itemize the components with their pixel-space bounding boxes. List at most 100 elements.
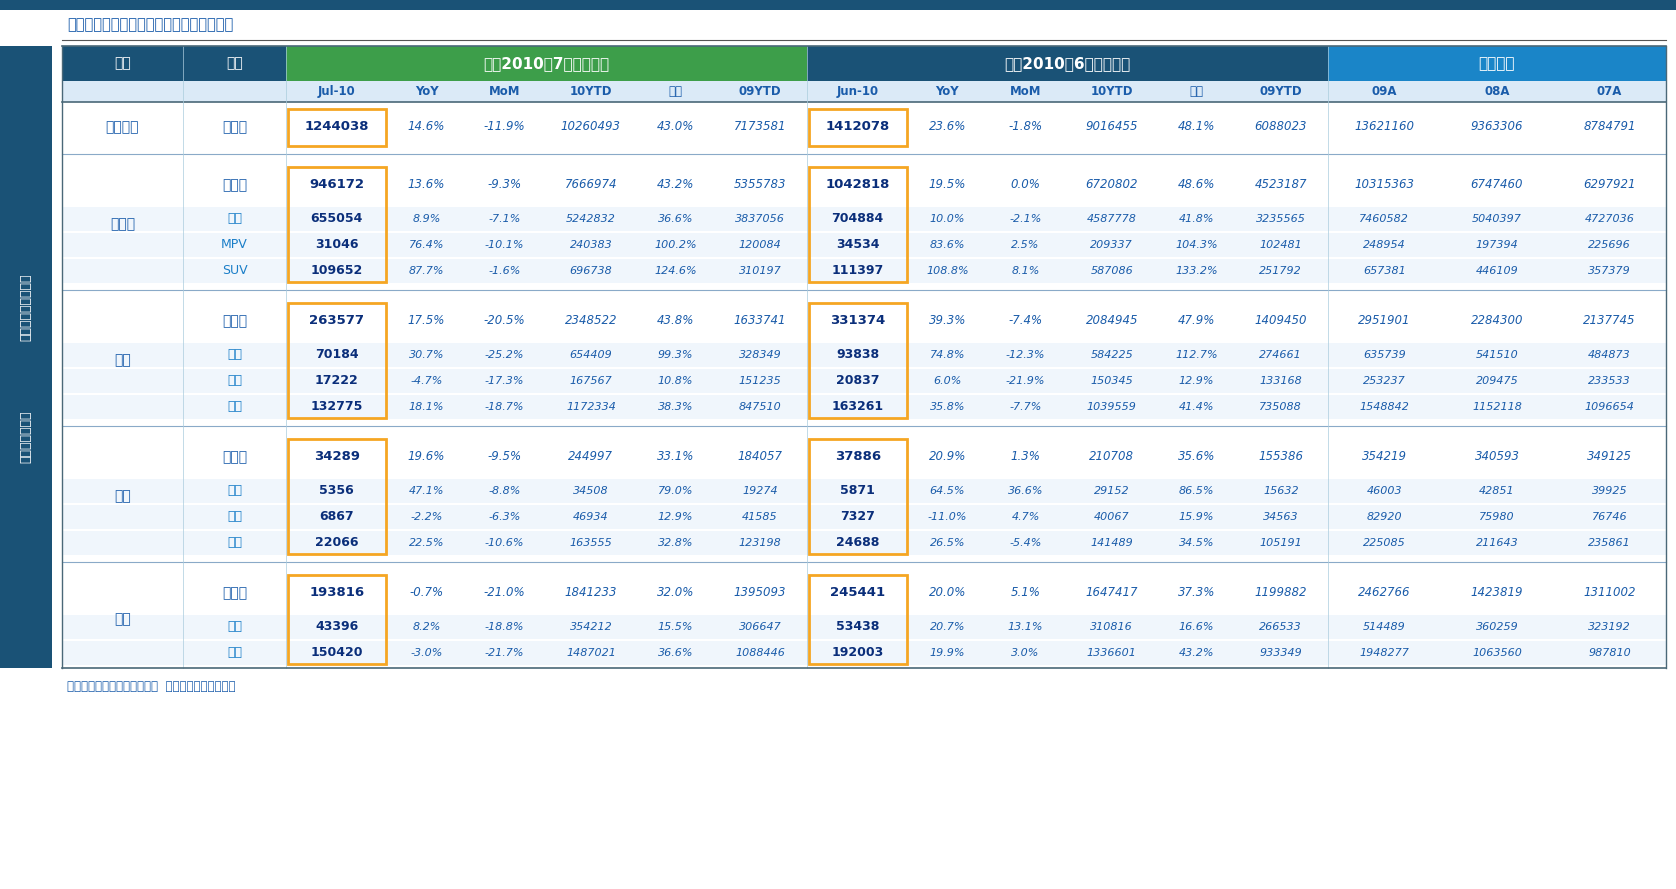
Text: 33.1%: 33.1% — [657, 451, 694, 463]
Text: 76746: 76746 — [1592, 512, 1627, 522]
Text: 1423819: 1423819 — [1472, 587, 1523, 599]
Text: 4727036: 4727036 — [1585, 214, 1634, 224]
Text: 704884: 704884 — [831, 212, 883, 226]
Text: 53438: 53438 — [836, 621, 880, 634]
Bar — [288, 574, 385, 663]
Text: 8.1%: 8.1% — [1011, 266, 1039, 276]
Text: -10.6%: -10.6% — [484, 538, 525, 548]
Text: 946172: 946172 — [310, 179, 364, 191]
Text: 133168: 133168 — [1259, 376, 1302, 386]
Text: -6.3%: -6.3% — [488, 512, 521, 522]
Text: 30.7%: 30.7% — [409, 350, 444, 360]
Text: 41585: 41585 — [742, 512, 778, 522]
Bar — [288, 166, 385, 282]
Bar — [62, 573, 1666, 613]
Text: 39925: 39925 — [1592, 486, 1627, 496]
Text: 9016455: 9016455 — [1086, 121, 1138, 133]
Text: 225085: 225085 — [1363, 538, 1406, 548]
Text: 29152: 29152 — [1094, 486, 1130, 496]
Text: 23.6%: 23.6% — [929, 121, 965, 133]
Text: 0.0%: 0.0% — [1011, 179, 1041, 191]
Text: 轻型: 轻型 — [226, 401, 241, 413]
Text: -5.4%: -5.4% — [1009, 538, 1042, 548]
Text: -11.0%: -11.0% — [927, 512, 967, 522]
Text: 轻客: 轻客 — [226, 536, 241, 549]
Text: 1409450: 1409450 — [1255, 315, 1307, 327]
Text: 总销量: 总销量 — [221, 178, 246, 192]
Text: 1311002: 1311002 — [1584, 587, 1636, 599]
Text: 19.9%: 19.9% — [930, 648, 965, 658]
Text: 07A: 07A — [1597, 85, 1622, 98]
Text: -25.2%: -25.2% — [484, 350, 525, 360]
Text: -9.5%: -9.5% — [488, 451, 521, 463]
Text: 357379: 357379 — [1589, 266, 1631, 276]
Text: 货车: 货车 — [114, 353, 131, 367]
Text: 最新2010年7月月度数据: 最新2010年7月月度数据 — [484, 56, 610, 71]
Text: 32.0%: 32.0% — [657, 587, 694, 599]
Text: 323192: 323192 — [1589, 622, 1631, 632]
Bar — [62, 479, 1666, 503]
Text: 1039559: 1039559 — [1086, 402, 1136, 412]
Text: 公司: 公司 — [114, 57, 131, 70]
Bar — [0, 0, 1676, 10]
Text: 112.7%: 112.7% — [1175, 350, 1217, 360]
Text: 15.9%: 15.9% — [1178, 512, 1213, 522]
Text: 75980: 75980 — [1480, 512, 1515, 522]
Text: 表：汽车行业分车型销量数据（单位：辆）: 表：汽车行业分车型销量数据（单位：辆） — [67, 18, 233, 33]
Text: 46934: 46934 — [573, 512, 608, 522]
Text: 584225: 584225 — [1091, 350, 1133, 360]
Text: 47.1%: 47.1% — [409, 486, 444, 496]
Bar — [287, 46, 808, 81]
Text: 274661: 274661 — [1259, 350, 1302, 360]
Text: 重型: 重型 — [226, 348, 241, 362]
Text: 19.6%: 19.6% — [407, 451, 446, 463]
Text: 三、精选宏观、: 三、精选宏观、 — [20, 411, 32, 463]
Bar — [62, 641, 1666, 665]
Bar — [62, 505, 1666, 529]
Text: 7460582: 7460582 — [1359, 214, 1410, 224]
Text: 行业与上市公司数据: 行业与上市公司数据 — [20, 273, 32, 340]
Text: -12.3%: -12.3% — [1006, 350, 1046, 360]
Bar — [288, 438, 385, 554]
Text: 1395093: 1395093 — [734, 587, 786, 599]
Text: 6297921: 6297921 — [1584, 179, 1636, 191]
Text: 36.6%: 36.6% — [657, 648, 694, 658]
Bar — [808, 574, 907, 663]
Text: 100.2%: 100.2% — [654, 240, 697, 250]
Bar — [62, 369, 1666, 393]
Text: 360259: 360259 — [1475, 622, 1518, 632]
Text: -21.0%: -21.0% — [484, 587, 526, 599]
Text: 5871: 5871 — [840, 485, 875, 498]
Text: 中客: 中客 — [226, 510, 241, 524]
Text: 37.3%: 37.3% — [1178, 587, 1215, 599]
Text: 9363306: 9363306 — [1472, 121, 1523, 133]
Text: 328349: 328349 — [739, 350, 781, 360]
Text: 266533: 266533 — [1259, 622, 1302, 632]
Text: 124.6%: 124.6% — [654, 266, 697, 276]
Text: 3.0%: 3.0% — [1011, 648, 1039, 658]
Text: -8.8%: -8.8% — [488, 486, 521, 496]
Text: 1548842: 1548842 — [1359, 402, 1410, 412]
Text: 235861: 235861 — [1589, 538, 1631, 548]
Text: 167567: 167567 — [570, 376, 612, 386]
Text: 22066: 22066 — [315, 536, 359, 549]
Text: 635739: 635739 — [1363, 350, 1406, 360]
Text: 43396: 43396 — [315, 621, 359, 634]
Text: 40067: 40067 — [1094, 512, 1130, 522]
Text: 1152118: 1152118 — [1472, 402, 1522, 412]
Text: 10.0%: 10.0% — [930, 214, 965, 224]
Text: 1172334: 1172334 — [566, 402, 615, 412]
Text: 484873: 484873 — [1589, 350, 1631, 360]
Text: 14.6%: 14.6% — [407, 121, 446, 133]
Text: 211643: 211643 — [1475, 538, 1518, 548]
Text: 1063560: 1063560 — [1472, 648, 1522, 658]
Text: -0.7%: -0.7% — [409, 587, 444, 599]
Text: Jul-10: Jul-10 — [318, 85, 355, 98]
Text: 31046: 31046 — [315, 238, 359, 252]
Text: 43.8%: 43.8% — [657, 315, 694, 327]
Text: 735088: 735088 — [1259, 402, 1302, 412]
Text: 340593: 340593 — [1475, 451, 1520, 463]
Text: 82920: 82920 — [1366, 512, 1403, 522]
Text: 34289: 34289 — [313, 451, 360, 463]
Text: 43.2%: 43.2% — [1178, 648, 1213, 658]
